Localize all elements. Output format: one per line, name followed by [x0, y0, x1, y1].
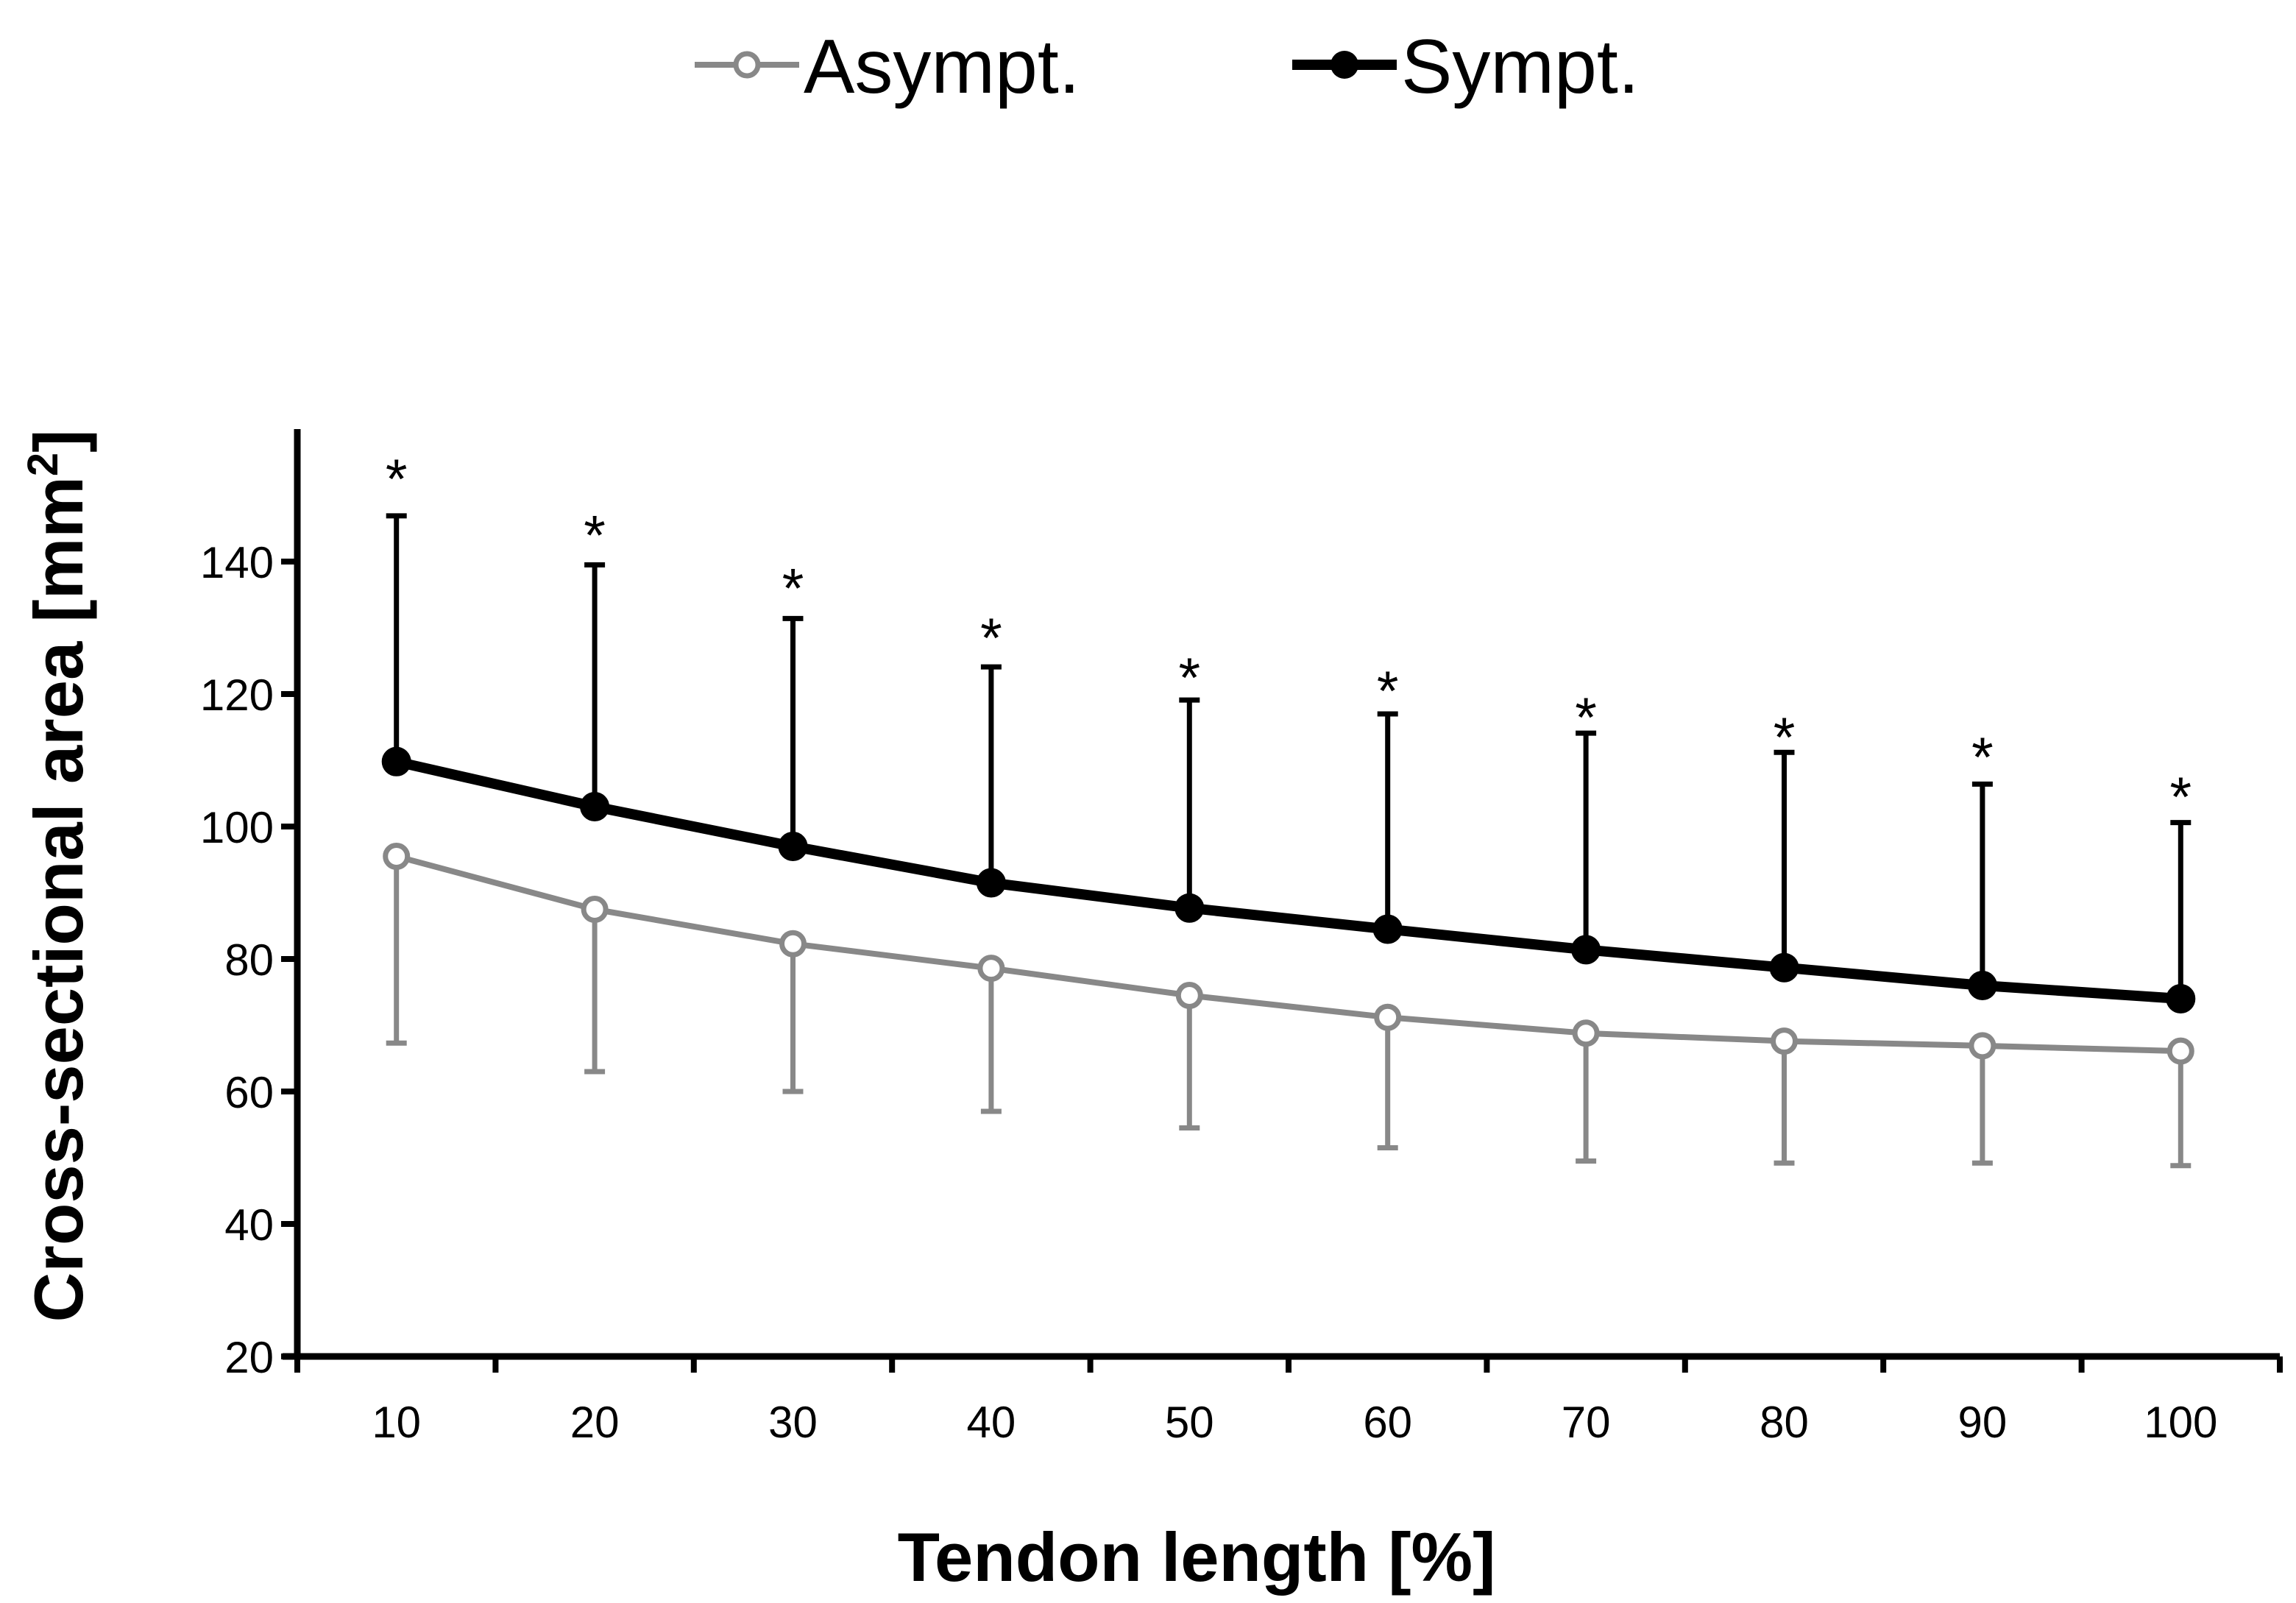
significance-asterisk: * [1971, 726, 1994, 789]
legend-sympt-label: Sympt. [1401, 24, 1640, 110]
asympt-point [1969, 1032, 1996, 1060]
significance-asterisk: * [584, 505, 606, 567]
significance-asterisk: * [980, 607, 1002, 670]
legend-asympt-marker [733, 51, 761, 79]
asympt-point [1175, 982, 1203, 1009]
significance-asterisk: * [782, 558, 804, 620]
asympt-line [395, 853, 2181, 1055]
asympt-point [581, 896, 609, 923]
sympt-point [580, 792, 610, 821]
sympt-point [2166, 984, 2196, 1013]
legend-asympt-label: Asympt. [804, 24, 1080, 110]
y-tick-label: 120 [200, 670, 274, 720]
series-markers [381, 746, 2196, 1065]
error-bars [386, 513, 2192, 1169]
y-axis-title-sup: 2 [19, 453, 67, 476]
y-tick-label: 100 [200, 803, 274, 852]
significance-asterisk: * [1774, 707, 1796, 769]
y-axis-title-main: Cross-sectional area [mm [20, 476, 97, 1322]
sympt-point [1174, 893, 1205, 923]
significance-asterisk: * [1377, 660, 1399, 723]
y-tick-label: 40 [224, 1200, 274, 1250]
y-tick-label: 20 [224, 1333, 274, 1382]
asympt-point [383, 843, 411, 870]
asympt-point [2166, 1037, 2194, 1065]
axes: 20 40 60 80 100 120 140 10 20 30 40 50 60 70 80 90 100 [200, 429, 2283, 1447]
x-tick-label: 70 [1562, 1398, 1611, 1447]
significance-asterisk: * [1179, 647, 1201, 710]
x-axis-title: Tendon length [%] [898, 1518, 1496, 1596]
sympt-point [381, 746, 411, 776]
asympt-point [779, 930, 807, 958]
x-tick-label: 80 [1760, 1398, 1809, 1447]
y-tick-label: 140 [200, 538, 274, 587]
sympt-point [778, 832, 808, 861]
y-tick-label: 80 [224, 935, 274, 985]
asympt-point [977, 955, 1005, 983]
significance-asterisk: * [2170, 766, 2192, 829]
asympt-point [1572, 1019, 1600, 1047]
sympt-point [1769, 952, 1799, 983]
sympt-point [1372, 914, 1403, 944]
x-tick-label: 20 [570, 1398, 620, 1447]
y-tick-label: 60 [224, 1068, 274, 1117]
series-lines [395, 756, 2181, 1055]
sympt-point [1967, 971, 1997, 1000]
significance-asterisk: * [386, 448, 408, 511]
sympt-line [395, 756, 2181, 1004]
x-tick-label: 30 [768, 1398, 818, 1447]
asympt-point [1374, 1003, 1402, 1031]
sympt-point [1571, 935, 1601, 965]
asympt-point [1771, 1027, 1798, 1055]
x-tick-label: 100 [2144, 1398, 2217, 1447]
sympt-point [976, 868, 1006, 898]
legend: Asympt. Sympt. [695, 24, 1640, 110]
x-tick-label: 50 [1165, 1398, 1214, 1447]
y-axis-title-end: ] [20, 430, 97, 453]
x-tick-label: 40 [967, 1398, 1016, 1447]
x-tick-label: 60 [1363, 1398, 1412, 1447]
x-tick-label: 10 [372, 1398, 421, 1447]
significance-markers: * * * * * * * * * * [386, 448, 2192, 829]
significance-asterisk: * [1575, 687, 1597, 749]
y-axis-title: Cross-sectional area [mm2] [19, 430, 97, 1323]
legend-sympt-marker [1331, 51, 1358, 79]
x-tick-label: 90 [1958, 1398, 2008, 1447]
